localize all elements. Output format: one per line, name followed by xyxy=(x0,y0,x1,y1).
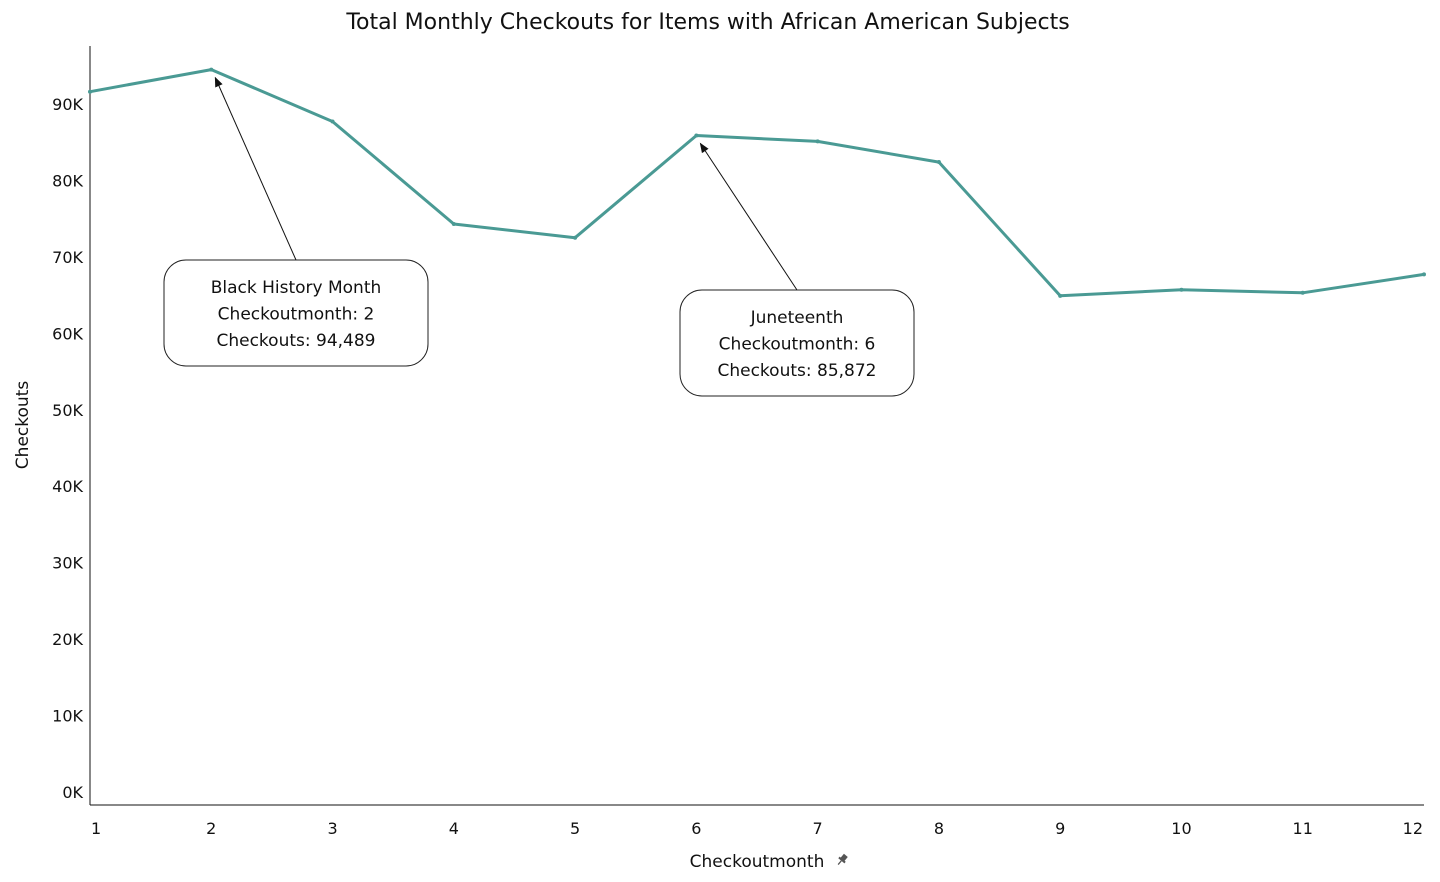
x-tick-label: 8 xyxy=(934,819,944,838)
x-tick-label: 2 xyxy=(206,819,216,838)
data-point[interactable] xyxy=(209,67,214,72)
annotation-label: Checkouts: 85,872 xyxy=(717,361,876,381)
x-tick-label: 3 xyxy=(327,819,337,838)
y-tick-label: 60K xyxy=(52,324,83,343)
data-point[interactable] xyxy=(815,139,820,144)
y-tick-label: 0K xyxy=(62,783,83,802)
y-tick-label: 30K xyxy=(52,554,83,573)
plot-area xyxy=(88,67,1426,298)
annotation-arrow xyxy=(214,76,297,261)
x-tick-label: 6 xyxy=(691,819,701,838)
x-tick-label: 7 xyxy=(813,819,823,838)
y-axis: 0K 10K 20K 30K 40K 50K 60K 70K 80K 90K xyxy=(52,46,91,805)
series-line[interactable] xyxy=(89,68,1425,298)
annotation-box xyxy=(163,259,429,367)
data-point[interactable] xyxy=(88,89,92,94)
annotation: Juneteenth Checkoutmonth: 6 Checkouts: 85,… xyxy=(679,142,915,397)
data-point[interactable] xyxy=(1422,272,1426,277)
y-tick-label: 40K xyxy=(52,477,83,496)
data-point[interactable] xyxy=(1058,293,1063,298)
x-tick-label: 4 xyxy=(449,819,459,838)
y-tick-label: 50K xyxy=(52,401,83,420)
y-tick-label: 90K xyxy=(52,95,83,114)
annotation-box xyxy=(679,289,915,397)
data-point[interactable] xyxy=(1179,287,1184,292)
y-tick-label: 10K xyxy=(52,707,83,726)
annotation-label: Checkouts: 94,489 xyxy=(216,331,375,351)
x-tick-label: 11 xyxy=(1293,819,1313,838)
x-tick-label: 9 xyxy=(1055,819,1065,838)
data-point[interactable] xyxy=(573,235,578,240)
data-point[interactable] xyxy=(936,160,941,165)
x-axis-title: Checkoutmonth xyxy=(690,852,825,872)
annotation-label: Juneteenth xyxy=(750,308,844,328)
y-tick-label: 70K xyxy=(52,248,83,267)
y-tick-label: 20K xyxy=(52,630,83,649)
x-axis-title-group: Checkoutmonth xyxy=(690,852,849,872)
annotation-label: Checkoutmonth: 6 xyxy=(719,335,876,355)
data-point[interactable] xyxy=(330,119,335,124)
annotation: Black History Month Checkoutmonth: 2 Check… xyxy=(163,76,429,367)
data-point[interactable] xyxy=(694,133,699,138)
annotation-label: Black History Month xyxy=(211,278,382,298)
data-point[interactable] xyxy=(1300,290,1305,295)
chart-title: Total Monthly Checkouts for Items with A… xyxy=(345,10,1069,35)
y-axis-title: Checkouts xyxy=(13,381,33,470)
x-axis: 1 2 3 4 5 6 7 8 9 10 11 12 xyxy=(90,804,1424,838)
annotations: Black History Month Checkoutmonth: 2 Check… xyxy=(163,76,915,397)
x-tick-label: 12 xyxy=(1403,819,1423,838)
annotation-label: Checkoutmonth: 2 xyxy=(218,305,375,325)
y-tick-label: 80K xyxy=(52,171,83,190)
data-point[interactable] xyxy=(451,221,456,226)
x-tick-label: 1 xyxy=(91,819,101,838)
x-tick-label: 10 xyxy=(1171,819,1191,838)
annotation-arrow xyxy=(699,142,798,291)
x-tick-label: 5 xyxy=(570,819,580,838)
pin-icon[interactable] xyxy=(835,853,849,867)
